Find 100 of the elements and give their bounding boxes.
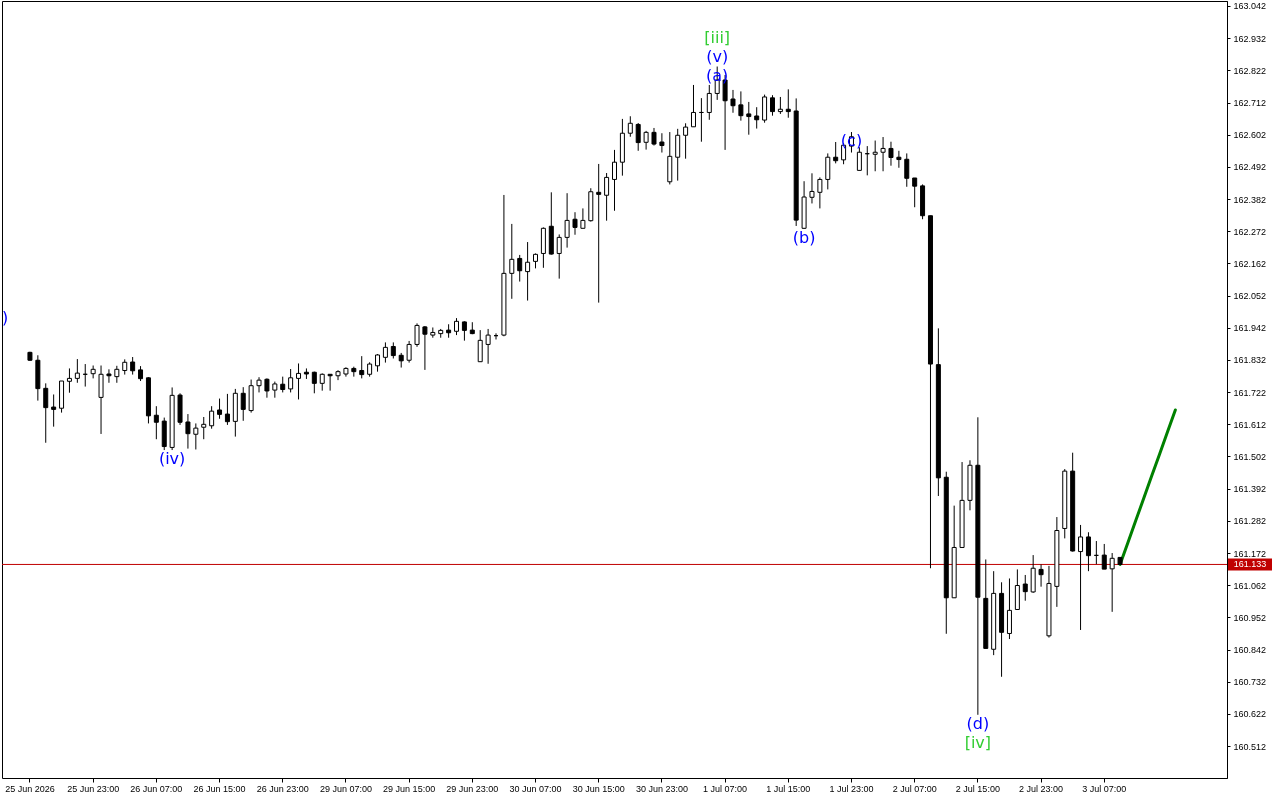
candlestick (525, 241, 531, 302)
y-tick-label: 161.612 (1233, 419, 1267, 430)
candlestick (1014, 568, 1020, 610)
candlestick (706, 84, 712, 121)
y-tick-label: 162.272 (1233, 226, 1267, 237)
x-tick-label: 30 Jun 07:00 (509, 783, 562, 794)
candlestick (872, 140, 878, 172)
candlestick (1022, 574, 1028, 602)
candlestick (406, 340, 412, 364)
candlestick (335, 369, 341, 381)
candlestick (66, 367, 72, 394)
candlestick (825, 152, 831, 190)
candlestick (288, 368, 294, 393)
candlestick (643, 130, 649, 151)
x-tick-label: 30 Jun 15:00 (572, 783, 625, 794)
candlestick (912, 177, 918, 208)
candlestick (359, 355, 365, 379)
y-tick-label: 162.822 (1233, 65, 1267, 76)
candlestick (880, 136, 886, 172)
y-tick-label: 163.042 (1233, 1, 1267, 12)
candlestick (509, 223, 515, 300)
y-tick-label: 160.622 (1233, 709, 1267, 720)
candlestick (754, 106, 760, 130)
candlestick (635, 122, 641, 152)
x-tick-label: 29 Jun 23:00 (446, 783, 499, 794)
y-tick-label: 161.172 (1233, 548, 1267, 559)
y-tick-label: 161.832 (1233, 355, 1267, 366)
y-tick-label: 160.512 (1233, 741, 1267, 752)
x-tick-label: 30 Jun 23:00 (635, 783, 688, 794)
candlestick (153, 405, 159, 440)
candlestick (264, 377, 270, 399)
candlestick (185, 413, 191, 450)
x-tick-label: 2 Jul 23:00 (1019, 783, 1064, 794)
candlestick (1085, 531, 1091, 572)
candlestick (769, 94, 775, 117)
y-tick-label: 160.952 (1233, 612, 1267, 623)
candlestick (690, 84, 696, 128)
candlestick (327, 373, 333, 392)
candlestick (74, 358, 80, 384)
x-tick-label: 26 Jun 07:00 (130, 783, 183, 794)
candlestick (43, 382, 49, 444)
y-tick-label: 162.602 (1233, 130, 1267, 141)
candlestick (296, 362, 302, 400)
y-tick-label: 162.052 (1233, 291, 1267, 302)
annotation: (b) (792, 227, 816, 247)
candlestick (659, 132, 665, 154)
candlestick (1038, 563, 1044, 588)
candlestick (580, 207, 586, 229)
candlestick (785, 88, 791, 119)
annotation: (v) (706, 46, 729, 66)
candlestick (746, 101, 752, 136)
candlestick (106, 368, 112, 384)
x-tick-label: 25 Jun 2026 (5, 783, 55, 794)
x-tick-label: 26 Jun 15:00 (193, 783, 246, 794)
candlestick (596, 163, 602, 304)
candlestick (1078, 524, 1084, 631)
x-tick-label: 26 Jun 23:00 (256, 783, 309, 794)
candlestick (683, 122, 689, 160)
candlestick (461, 320, 467, 342)
candlestick (896, 150, 902, 169)
candlestick (517, 254, 523, 283)
candlestick (904, 152, 910, 188)
x-tick-label: 2 Jul 07:00 (892, 783, 937, 794)
y-tick-label: 161.942 (1233, 323, 1267, 334)
candlestick (382, 341, 388, 364)
candlestick (485, 328, 491, 365)
candlestick (817, 176, 823, 209)
candlestick (738, 90, 744, 122)
y-tick-label: 161.502 (1233, 451, 1267, 462)
y-tick-label: 161.282 (1233, 516, 1267, 527)
candlestick (240, 386, 246, 422)
candlestick (209, 405, 215, 430)
candlestick (627, 115, 633, 138)
y-tick-label: 162.932 (1233, 33, 1267, 44)
ref-line-label: 161.133 (1233, 559, 1267, 570)
candlestick (762, 94, 768, 124)
candlestick (224, 393, 230, 426)
annotation: (d) (966, 713, 990, 733)
candlestick (730, 89, 736, 114)
x-tick-label: 3 Jul 07:00 (1082, 783, 1127, 794)
candlestick (612, 149, 617, 212)
candlestick (477, 329, 483, 363)
annotation: [iii] (704, 27, 731, 47)
x-tick-label: 29 Jun 15:00 (383, 783, 436, 794)
candlestick (90, 365, 96, 379)
x-tick-label: 25 Jun 23:00 (67, 783, 120, 794)
candlestick (604, 172, 610, 222)
y-tick-label: 162.162 (1233, 258, 1267, 269)
y-tick-label: 161.062 (1233, 580, 1267, 591)
candlestick (1006, 577, 1012, 640)
candlestick (422, 325, 428, 371)
candlestick (809, 172, 815, 204)
candlestick (201, 416, 207, 440)
candlestick (256, 376, 262, 393)
x-tick-label: 1 Jul 23:00 (829, 783, 874, 794)
candlestick (217, 398, 223, 420)
y-tick-label: 162.492 (1233, 162, 1267, 173)
y-tick-label: 162.382 (1233, 194, 1267, 205)
candlestick (1109, 552, 1115, 613)
y-tick-label: 160.732 (1233, 677, 1267, 688)
